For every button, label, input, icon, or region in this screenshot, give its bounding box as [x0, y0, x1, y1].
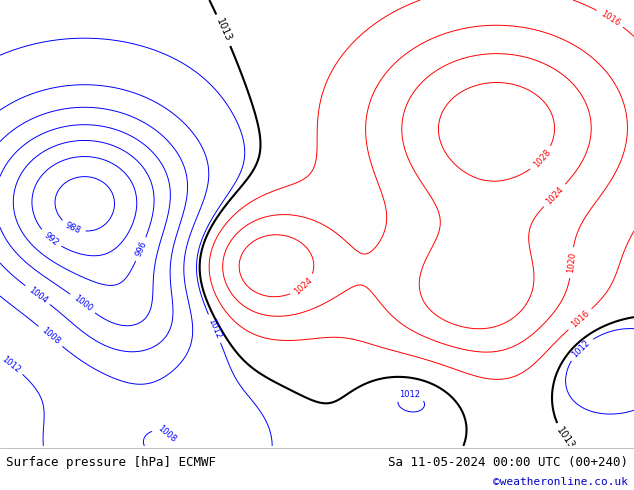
Text: 1008: 1008 [156, 424, 178, 444]
Text: 1016: 1016 [569, 309, 591, 330]
Text: 1004: 1004 [27, 285, 49, 305]
Text: ©weatheronline.co.uk: ©weatheronline.co.uk [493, 477, 628, 487]
Text: 1013: 1013 [555, 425, 577, 451]
Text: 1024: 1024 [544, 185, 565, 206]
Text: 1020: 1020 [566, 252, 577, 273]
Text: 988: 988 [64, 220, 82, 235]
Text: Sa 11-05-2024 00:00 UTC (00+240): Sa 11-05-2024 00:00 UTC (00+240) [387, 456, 628, 469]
Text: Surface pressure [hPa] ECMWF: Surface pressure [hPa] ECMWF [6, 456, 216, 469]
Text: 996: 996 [134, 240, 148, 258]
Text: 992: 992 [42, 230, 60, 247]
Text: 1008: 1008 [39, 326, 61, 346]
Text: 1013: 1013 [214, 17, 233, 44]
Text: 1012: 1012 [0, 354, 22, 374]
Text: 1016: 1016 [599, 9, 621, 27]
Text: 1000: 1000 [72, 294, 94, 314]
Text: 1028: 1028 [531, 148, 552, 170]
Text: 1012: 1012 [571, 338, 592, 359]
Text: 1012: 1012 [399, 390, 420, 399]
Text: 1024: 1024 [292, 276, 314, 296]
Text: 1012: 1012 [206, 317, 223, 340]
